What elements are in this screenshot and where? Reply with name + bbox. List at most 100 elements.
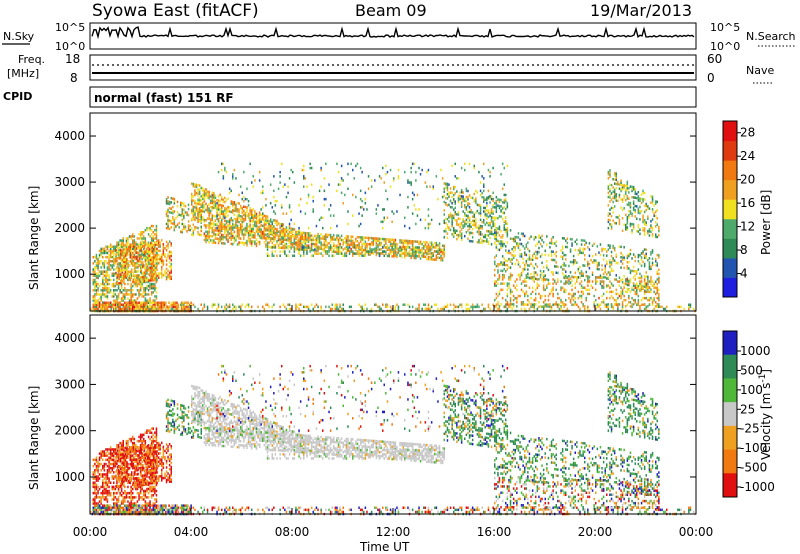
power-cell [476, 209, 479, 213]
power-cell [505, 207, 507, 211]
power-cell [108, 282, 110, 286]
power-cell [128, 289, 131, 292]
power-cell [413, 193, 415, 197]
power-cell [541, 253, 543, 256]
power-cell [299, 233, 302, 237]
power-cell [382, 250, 384, 253]
power-cell [446, 197, 449, 200]
power-cell [643, 248, 646, 251]
power-cell [138, 257, 141, 260]
power-cell [326, 243, 329, 247]
power-cell [214, 200, 217, 204]
power-cell [468, 219, 471, 222]
power-cell [216, 217, 218, 221]
power-cell [116, 275, 119, 279]
power-cell [468, 210, 471, 214]
power-cell [367, 236, 370, 240]
power-cell [128, 249, 131, 253]
power-cell [475, 222, 477, 225]
power-cell [198, 212, 201, 216]
power-cell [246, 227, 248, 230]
power-cell [498, 263, 501, 266]
power-cell [516, 298, 518, 302]
power-cell [102, 249, 104, 253]
power-cell [505, 228, 507, 231]
power-cell [542, 278, 545, 281]
power-cell [106, 255, 109, 259]
power-cell [511, 258, 513, 261]
power-cell [445, 186, 447, 190]
power-cell [483, 206, 485, 210]
power-cell [613, 174, 616, 177]
power-cell [146, 269, 149, 272]
power-cell [609, 223, 611, 226]
power-cell [386, 238, 389, 241]
power-cell [216, 206, 218, 209]
power-cell [320, 243, 322, 246]
power-cell [511, 254, 513, 257]
power-cell [356, 235, 359, 239]
power-cell [136, 303, 139, 306]
power-cell [263, 241, 266, 244]
power-cell [497, 262, 499, 266]
power-cell [445, 182, 447, 185]
power-cell [464, 162, 466, 166]
power-cell [546, 235, 548, 238]
power-cell [386, 248, 389, 251]
power-cell [651, 280, 654, 283]
power-cell [606, 277, 608, 280]
power-cell [192, 182, 195, 186]
power-cell [561, 272, 564, 275]
power-cell [235, 224, 237, 227]
power-cell [103, 282, 106, 286]
power-cell [208, 228, 210, 232]
power-cell [94, 280, 96, 284]
power-cell [168, 261, 171, 264]
power-cell [168, 271, 171, 274]
power-cell [144, 239, 147, 242]
power-cell [129, 256, 131, 259]
power-cell [128, 303, 131, 306]
power-cell [517, 263, 520, 266]
power-cell [307, 244, 310, 247]
power-cell [516, 278, 518, 281]
power-cell [102, 272, 104, 275]
power-cell [103, 247, 106, 251]
power-cell [136, 284, 139, 288]
power-cell [187, 214, 190, 217]
station-title: Syowa East (fitACF) [92, 1, 259, 21]
power-cell [113, 249, 115, 253]
power-cell [525, 243, 528, 246]
power-cell [132, 255, 135, 259]
power-cell [658, 272, 660, 276]
power-cell [146, 228, 148, 232]
power-cell [574, 248, 576, 252]
power-cell [535, 288, 537, 292]
power-cell [410, 256, 412, 260]
power-cell [483, 239, 485, 243]
power-cell [310, 234, 313, 237]
power-cell [520, 303, 523, 306]
power-cell [538, 250, 540, 254]
power-cell [352, 168, 354, 172]
power-cell [155, 249, 158, 253]
power-cell [116, 263, 119, 266]
power-cell [124, 260, 127, 264]
power-cell [123, 281, 125, 284]
power-cell [143, 244, 146, 247]
power-cell [129, 247, 131, 251]
power-cell [98, 262, 101, 265]
power-cell [391, 250, 393, 253]
power-cell [610, 227, 613, 230]
power-cell [138, 245, 140, 248]
power-cell [367, 187, 370, 190]
power-cell [323, 197, 326, 201]
power-cell [139, 287, 142, 290]
power-cell [607, 276, 610, 279]
power-cell [299, 231, 302, 234]
power-cell [151, 241, 153, 245]
power-cell [126, 268, 128, 272]
power-cell [565, 276, 567, 280]
power-cell [478, 232, 480, 236]
power-cell [345, 249, 348, 252]
